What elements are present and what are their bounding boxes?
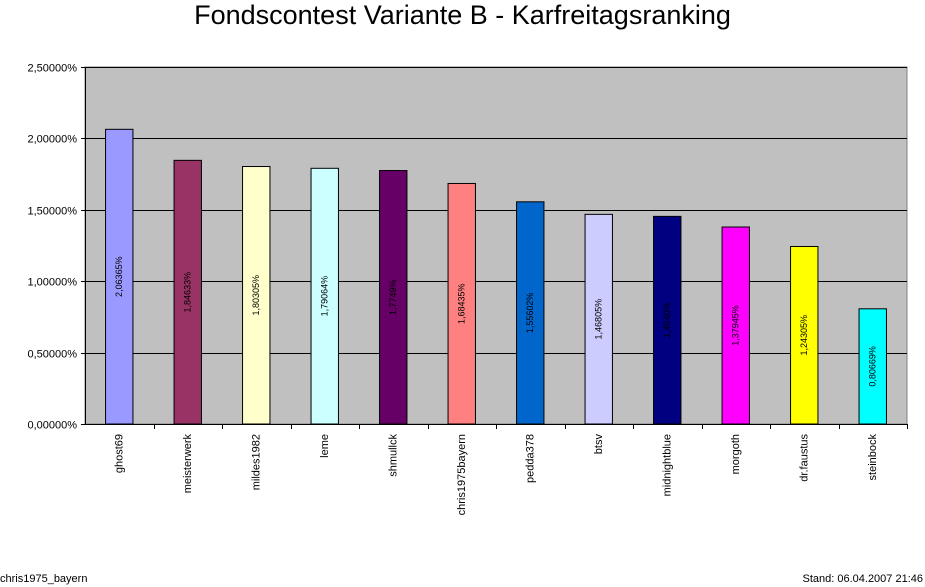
data-label: 1,68435% bbox=[457, 283, 467, 324]
bar bbox=[105, 128, 134, 425]
data-label: 1,7749% bbox=[388, 279, 398, 315]
x-tick-label: leme bbox=[319, 434, 331, 458]
data-label: 2,06365% bbox=[114, 256, 124, 297]
x-tick-label: btsv bbox=[593, 434, 605, 455]
bar bbox=[790, 245, 819, 425]
author-label: chris1975_bayern bbox=[0, 573, 88, 585]
plot-area: 0,00000% 0,50000% 1,00000% 1,50000% 2,00000%… bbox=[27, 63, 908, 515]
stand-value: 06.04.2007 21:46 bbox=[837, 573, 923, 585]
x-tick-label: pedda378 bbox=[524, 434, 536, 483]
data-label: 1,4540% bbox=[662, 302, 672, 338]
data-label: 1,84633% bbox=[183, 272, 193, 313]
bar bbox=[584, 213, 613, 425]
bar bbox=[310, 167, 339, 425]
x-tick-label: chris1975bayern bbox=[456, 434, 468, 515]
y-tick-label: 2,50000% bbox=[27, 63, 77, 75]
stand-label: Stand: bbox=[802, 573, 835, 585]
bar bbox=[173, 159, 202, 425]
plot-background bbox=[84, 66, 908, 425]
x-tick-label: dr.faustus bbox=[798, 434, 810, 482]
data-label: 1,46805% bbox=[594, 299, 604, 340]
bar bbox=[721, 226, 750, 425]
x-tick-label: midnightblue bbox=[661, 434, 673, 496]
y-tick-label: 0,50000% bbox=[27, 349, 77, 361]
data-label: 1,37945% bbox=[731, 305, 741, 346]
bar bbox=[379, 170, 408, 425]
timestamp-label: Stand: 06.04.2007 21:46 bbox=[802, 573, 923, 585]
data-label: 1,55602% bbox=[525, 293, 535, 334]
data-label: 1,24305% bbox=[799, 315, 809, 356]
x-tick-label: ghost69 bbox=[113, 434, 125, 473]
x-tick-label: steinbock bbox=[867, 434, 879, 481]
x-tick-label: shmullck bbox=[387, 434, 399, 477]
data-label: 0,80669% bbox=[868, 346, 878, 387]
x-tick-label: mildes1982 bbox=[250, 434, 262, 490]
y-tick-label: 1,00000% bbox=[27, 277, 77, 289]
y-tick-label: 0,00000% bbox=[27, 420, 77, 432]
x-tick-label: meisterwerk bbox=[182, 434, 194, 494]
bar bbox=[653, 215, 682, 425]
x-tick-label: morgoth bbox=[730, 434, 742, 474]
chart-title: Fondscontest Variante B - Karfreitagsran… bbox=[194, 0, 731, 30]
bar bbox=[242, 166, 271, 425]
y-tick-label: 2,00000% bbox=[27, 134, 77, 146]
bar bbox=[447, 182, 476, 425]
y-tick-label: 1,50000% bbox=[27, 206, 77, 218]
data-label: 1,79064% bbox=[320, 276, 330, 317]
bar bbox=[516, 201, 545, 425]
bar bbox=[858, 308, 887, 425]
data-label: 1,80305% bbox=[251, 275, 261, 316]
